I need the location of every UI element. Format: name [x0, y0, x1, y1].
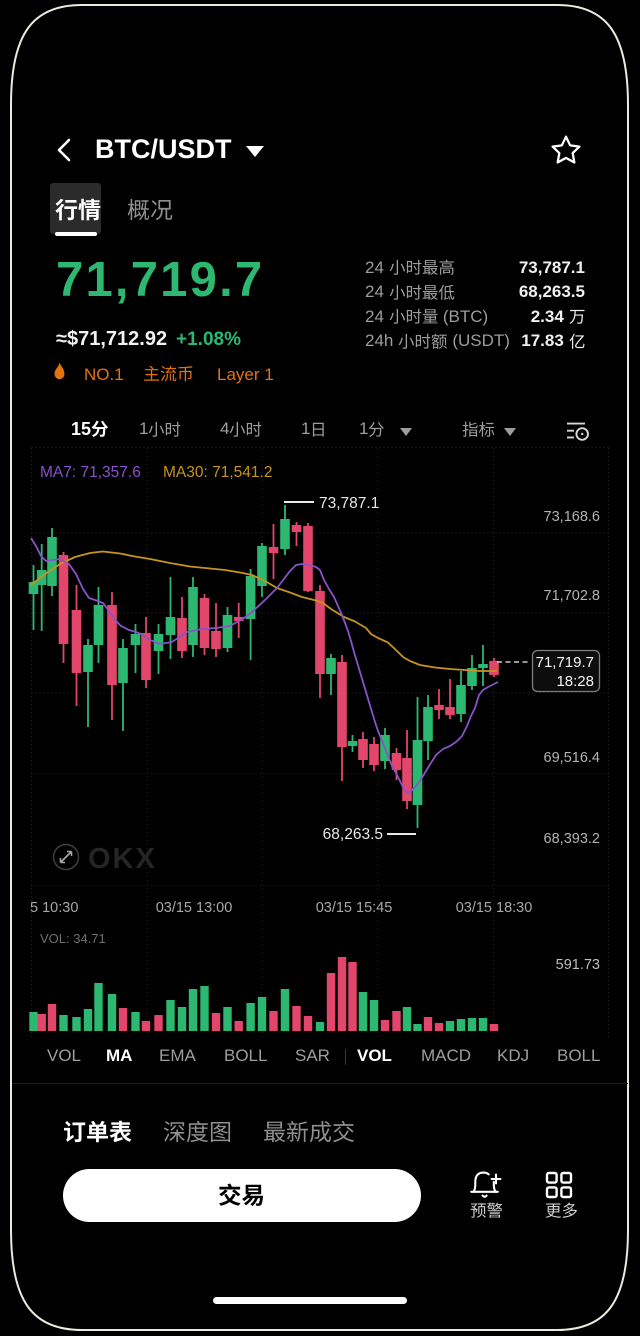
svg-text:69,516.4: 69,516.4	[544, 750, 600, 766]
svg-text:MA30: 71,541.2: MA30: 71,541.2	[163, 464, 272, 481]
svg-text:5 10:30: 5 10:30	[30, 900, 78, 916]
svg-text:68,393.2: 68,393.2	[544, 831, 600, 847]
svg-text:73,168.6: 73,168.6	[544, 509, 600, 525]
svg-text:71,719.7: 71,719.7	[536, 654, 594, 671]
svg-text:18:28: 18:28	[556, 673, 594, 690]
svg-text:03/15 13:00: 03/15 13:00	[156, 900, 233, 916]
svg-text:MA7: 71,357.6: MA7: 71,357.6	[40, 464, 141, 481]
svg-text:OKX: OKX	[88, 843, 157, 875]
svg-text:591.73: 591.73	[556, 957, 600, 973]
svg-text:03/15 18:30: 03/15 18:30	[456, 900, 533, 916]
svg-text:VOL: 34.71: VOL: 34.71	[40, 931, 106, 946]
svg-text:71,702.8: 71,702.8	[544, 588, 600, 604]
svg-text:03/15 15:45: 03/15 15:45	[316, 900, 393, 916]
svg-text:73,787.1: 73,787.1	[319, 495, 379, 512]
svg-text:68,263.5: 68,263.5	[323, 826, 383, 843]
